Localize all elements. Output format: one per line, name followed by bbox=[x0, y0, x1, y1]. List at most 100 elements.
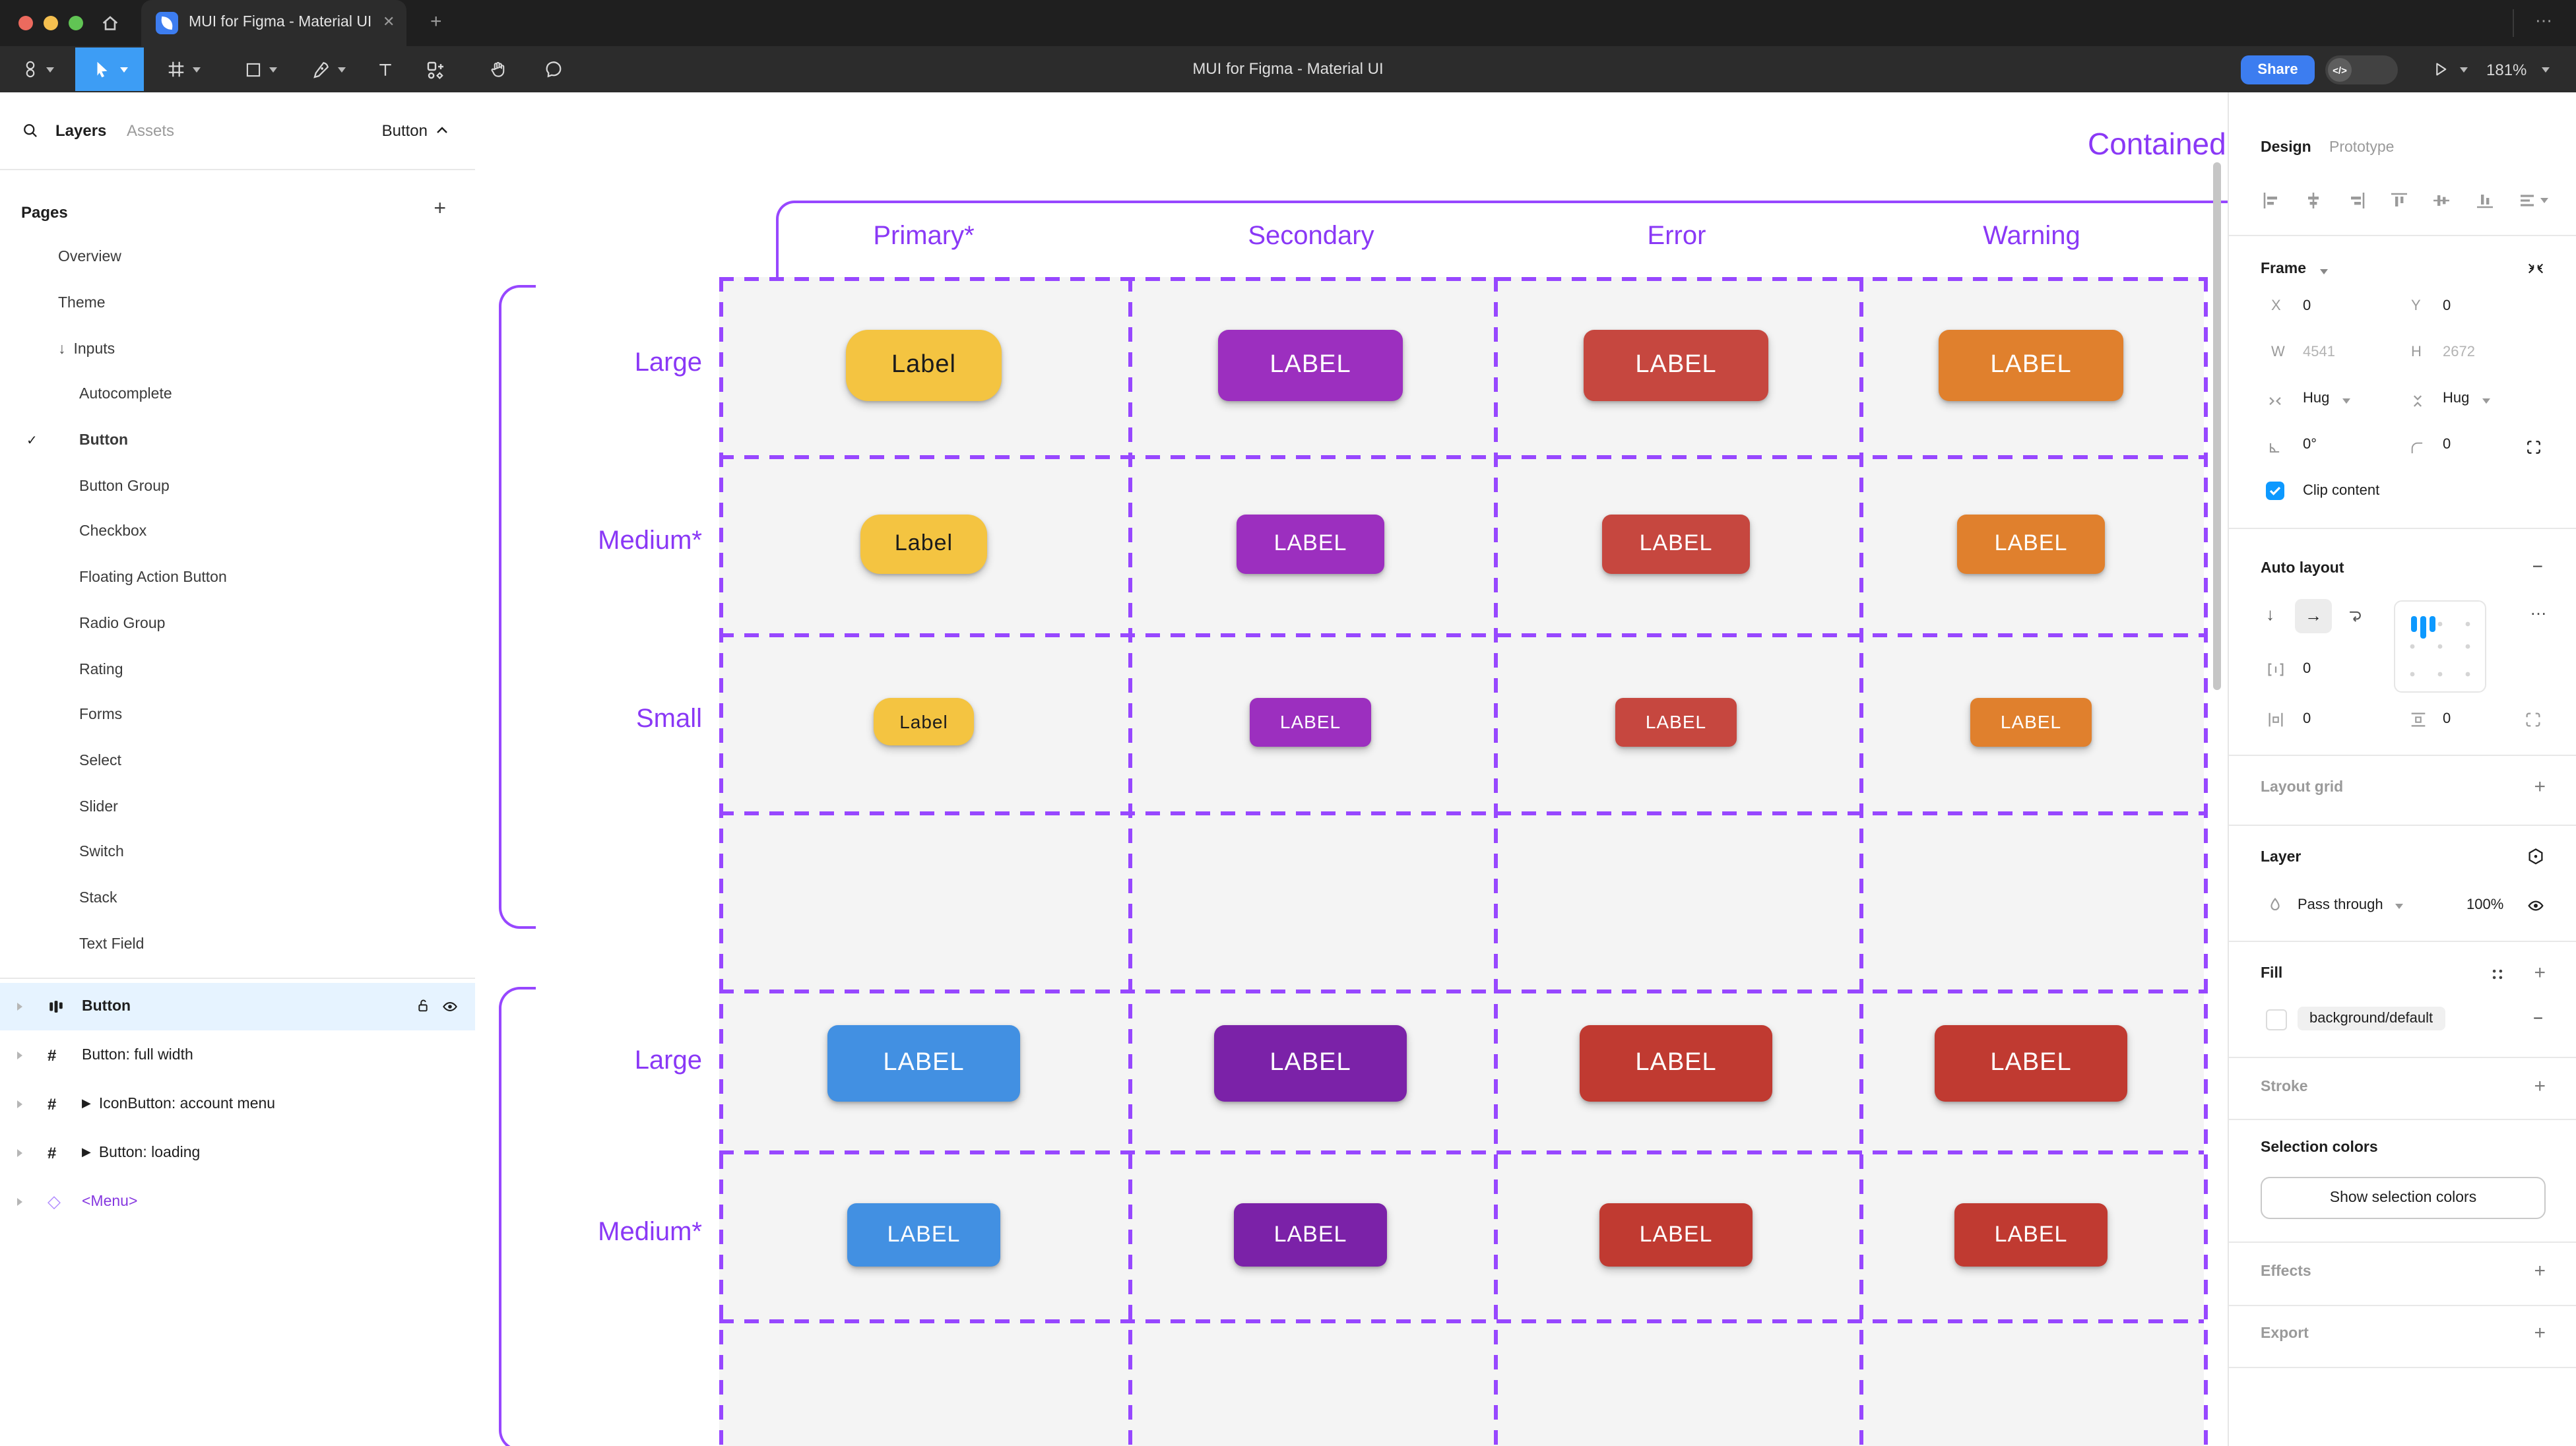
canvas-button-label-r5c2[interactable]: LABEL bbox=[1234, 1203, 1387, 1267]
tab-prototype[interactable]: Prototype bbox=[2329, 140, 2395, 156]
unlock-icon[interactable] bbox=[414, 997, 432, 1015]
canvas-button-label-r2c1[interactable]: Label bbox=[860, 514, 987, 573]
canvas-button-label-r5c3[interactable]: LABEL bbox=[1599, 1203, 1753, 1267]
sidebar-page-item[interactable]: Checkbox bbox=[0, 509, 475, 555]
frame-tool-button[interactable] bbox=[156, 46, 211, 92]
canvas-button-label-r5c4[interactable]: LABEL bbox=[1954, 1203, 2108, 1267]
canvas-button-label-r1c2[interactable]: LABEL bbox=[1218, 330, 1403, 401]
minimize-window-button[interactable] bbox=[44, 16, 58, 30]
gap-input[interactable]: 0 bbox=[2303, 661, 2311, 677]
search-icon[interactable] bbox=[21, 121, 40, 140]
horizontal-sizing-dropdown[interactable]: Hug bbox=[2303, 391, 2330, 406]
expand-layer-chevron[interactable] bbox=[17, 1148, 22, 1156]
clip-content-checkbox-checked[interactable] bbox=[2266, 482, 2284, 500]
text-tool-button[interactable] bbox=[372, 46, 399, 92]
layer-row[interactable]: # Button: full width bbox=[0, 1030, 475, 1079]
vertical-sizing-dropdown[interactable]: Hug bbox=[2443, 391, 2470, 406]
collapse-frame-icon[interactable] bbox=[2526, 259, 2546, 278]
layer-row[interactable]: # ▶ Button: loading bbox=[0, 1128, 475, 1177]
show-selection-colors-button[interactable]: Show selection colors bbox=[2261, 1177, 2546, 1219]
canvas-button-label-r5c1[interactable]: LABEL bbox=[847, 1203, 1000, 1267]
present-options-chevron[interactable] bbox=[2460, 67, 2468, 73]
align-bottom-icon[interactable] bbox=[2474, 190, 2495, 211]
canvas-button-label-r1c1[interactable]: Label bbox=[846, 330, 1002, 401]
design-canvas[interactable]: Contained Primary* Secondary Error Warning La… bbox=[475, 92, 2233, 1446]
dev-mode-toggle[interactable]: </> bbox=[2325, 55, 2398, 84]
sidebar-page-item[interactable]: Rating bbox=[0, 646, 475, 692]
tab-layers[interactable]: Layers bbox=[55, 121, 107, 140]
height-input[interactable]: 2672 bbox=[2443, 344, 2475, 360]
canvas-button-label-r2c3[interactable]: LABEL bbox=[1602, 514, 1750, 573]
comment-tool-button[interactable] bbox=[538, 46, 567, 92]
add-export-button[interactable]: + bbox=[2534, 1322, 2546, 1344]
remove-fill-button[interactable]: − bbox=[2532, 1008, 2543, 1028]
auto-layout-more-options[interactable]: … bbox=[2530, 599, 2548, 619]
frame-section-title[interactable]: Frame bbox=[2261, 261, 2307, 277]
canvas-button-label-r3c4[interactable]: LABEL bbox=[1970, 697, 2092, 746]
layer-row[interactable]: Button bbox=[0, 983, 475, 1030]
wrap-icon[interactable] bbox=[2345, 607, 2365, 625]
close-tab-icon[interactable]: ✕ bbox=[383, 15, 395, 30]
distribute-menu[interactable] bbox=[2517, 190, 2548, 211]
home-icon[interactable] bbox=[100, 13, 120, 33]
add-layout-grid-button[interactable]: + bbox=[2534, 776, 2546, 798]
canvas-scrollbar[interactable] bbox=[2213, 162, 2221, 690]
frame-title[interactable]: Contained bbox=[2088, 127, 2226, 161]
sidebar-page-item[interactable]: Button Group bbox=[0, 464, 475, 509]
fill-color-swatch[interactable] bbox=[2266, 1009, 2287, 1030]
canvas-button-label-r3c3[interactable]: LABEL bbox=[1615, 697, 1737, 746]
individual-padding-icon[interactable] bbox=[2523, 710, 2543, 730]
direction-vertical-icon[interactable]: ↓ bbox=[2266, 604, 2274, 624]
align-horizontal-center-icon[interactable] bbox=[2303, 190, 2325, 211]
hand-tool-button[interactable] bbox=[483, 46, 512, 92]
alignment-pad[interactable] bbox=[2394, 600, 2486, 693]
maximize-window-button[interactable] bbox=[69, 16, 83, 30]
corner-radius-input[interactable]: 0 bbox=[2443, 437, 2451, 453]
align-right-icon[interactable] bbox=[2346, 190, 2367, 211]
x-input[interactable]: 0 bbox=[2303, 298, 2311, 314]
sidebar-page-item[interactable]: Overview bbox=[0, 235, 475, 280]
layer-visibility-eye-icon[interactable] bbox=[2526, 896, 2546, 916]
fill-token-chip[interactable]: background/default bbox=[2298, 1007, 2445, 1030]
resources-tool-button[interactable] bbox=[420, 46, 451, 92]
width-input[interactable]: 4541 bbox=[2303, 344, 2335, 360]
canvas-button-label-r3c2[interactable]: LABEL bbox=[1250, 697, 1371, 746]
add-page-button[interactable]: + bbox=[434, 198, 446, 220]
opacity-input[interactable]: 100% bbox=[2466, 897, 2504, 913]
sidebar-page-item[interactable]: Autocomplete bbox=[0, 372, 475, 418]
y-input[interactable]: 0 bbox=[2443, 298, 2451, 314]
canvas-button-label-r4c4[interactable]: LABEL bbox=[1935, 1025, 2127, 1102]
blend-mode-icon[interactable] bbox=[2526, 847, 2546, 867]
sidebar-page-item[interactable]: Slider bbox=[0, 784, 475, 830]
rotation-input[interactable]: 0° bbox=[2303, 437, 2317, 453]
new-tab-button[interactable]: + bbox=[430, 11, 442, 33]
collapse-arrow-icon[interactable]: ↓ bbox=[58, 341, 66, 358]
align-vertical-center-icon[interactable] bbox=[2431, 190, 2453, 211]
document-tab[interactable]: MUI for Figma - Material UI ✕ bbox=[141, 0, 406, 46]
canvas-button-label-r4c2[interactable]: LABEL bbox=[1214, 1025, 1407, 1102]
main-menu-button[interactable] bbox=[11, 46, 63, 92]
frame-preset-chevron[interactable] bbox=[2320, 269, 2328, 274]
pen-tool-button[interactable] bbox=[301, 46, 356, 92]
canvas-button-label-r2c4[interactable]: LABEL bbox=[1957, 514, 2105, 573]
fill-styles-icon[interactable] bbox=[2489, 966, 2506, 983]
present-play-icon[interactable] bbox=[2432, 61, 2449, 78]
add-stroke-button[interactable]: + bbox=[2534, 1075, 2546, 1098]
zoom-level[interactable]: 181% bbox=[2486, 61, 2527, 79]
layer-row[interactable]: # ▶ IconButton: account menu bbox=[0, 1079, 475, 1128]
expand-layer-chevron[interactable] bbox=[17, 1051, 22, 1059]
move-tool-button-selected[interactable] bbox=[75, 47, 144, 91]
close-window-button[interactable] bbox=[18, 16, 33, 30]
shape-tool-button[interactable] bbox=[232, 46, 288, 92]
align-left-icon[interactable] bbox=[2261, 190, 2282, 211]
canvas-button-label-r3c1[interactable]: Label bbox=[874, 698, 974, 745]
jump-to-component[interactable]: Button bbox=[381, 121, 428, 140]
add-effect-button[interactable]: + bbox=[2534, 1260, 2546, 1282]
sidebar-page-item[interactable]: Select bbox=[0, 738, 475, 784]
canvas-button-label-r4c1[interactable]: LABEL bbox=[827, 1025, 1020, 1102]
layer-row[interactable]: ◇ <Menu> bbox=[0, 1177, 475, 1226]
canvas-button-label-r4c3[interactable]: LABEL bbox=[1580, 1025, 1772, 1102]
add-fill-button[interactable]: + bbox=[2534, 962, 2546, 984]
sidebar-page-item[interactable]: Forms bbox=[0, 693, 475, 738]
sidebar-page-item[interactable]: Floating Action Button bbox=[0, 555, 475, 601]
